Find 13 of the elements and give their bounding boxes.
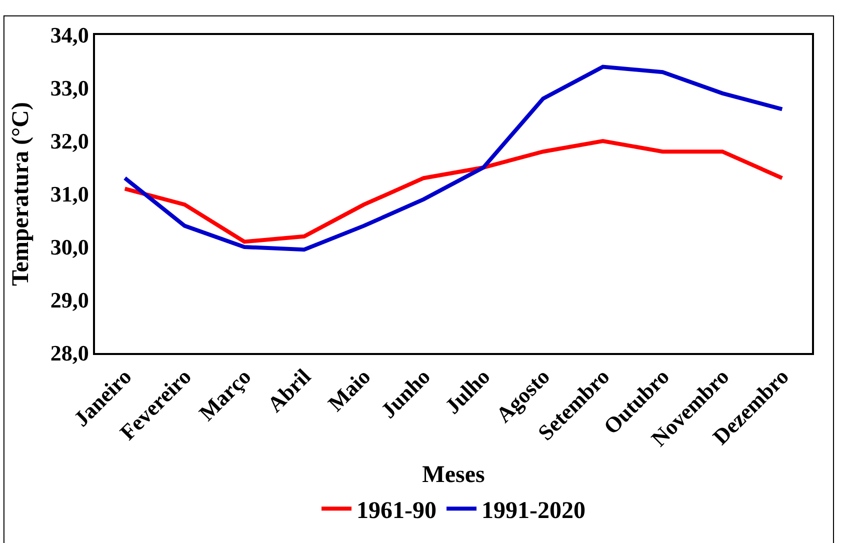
y-tick-label: 33,0 bbox=[50, 76, 89, 101]
y-axis-title: Temperatura (°C) bbox=[8, 102, 34, 286]
y-tick-label: 30,0 bbox=[50, 234, 89, 260]
y-tick-label: 31,0 bbox=[50, 182, 89, 207]
y-tick-label: 28,0 bbox=[50, 340, 89, 366]
x-axis-title: Meses bbox=[422, 462, 485, 488]
y-tick-label: 32,0 bbox=[50, 128, 89, 154]
y-tick-label: 34,0 bbox=[50, 22, 89, 48]
line-series bbox=[122, 64, 784, 252]
line-series bbox=[122, 139, 784, 244]
legend-label: 1991-2020 bbox=[482, 498, 586, 524]
legend-label: 1961-90 bbox=[356, 498, 436, 524]
y-tick-label: 29,0 bbox=[50, 288, 89, 313]
